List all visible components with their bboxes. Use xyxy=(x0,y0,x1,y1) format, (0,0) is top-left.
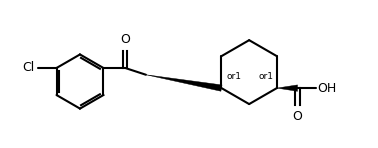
Text: or1: or1 xyxy=(226,72,241,81)
Polygon shape xyxy=(146,75,222,91)
Text: or1: or1 xyxy=(259,72,274,81)
Polygon shape xyxy=(277,85,297,91)
Text: Cl: Cl xyxy=(22,61,35,74)
Text: OH: OH xyxy=(318,82,337,95)
Text: O: O xyxy=(293,110,302,123)
Text: O: O xyxy=(120,33,130,46)
